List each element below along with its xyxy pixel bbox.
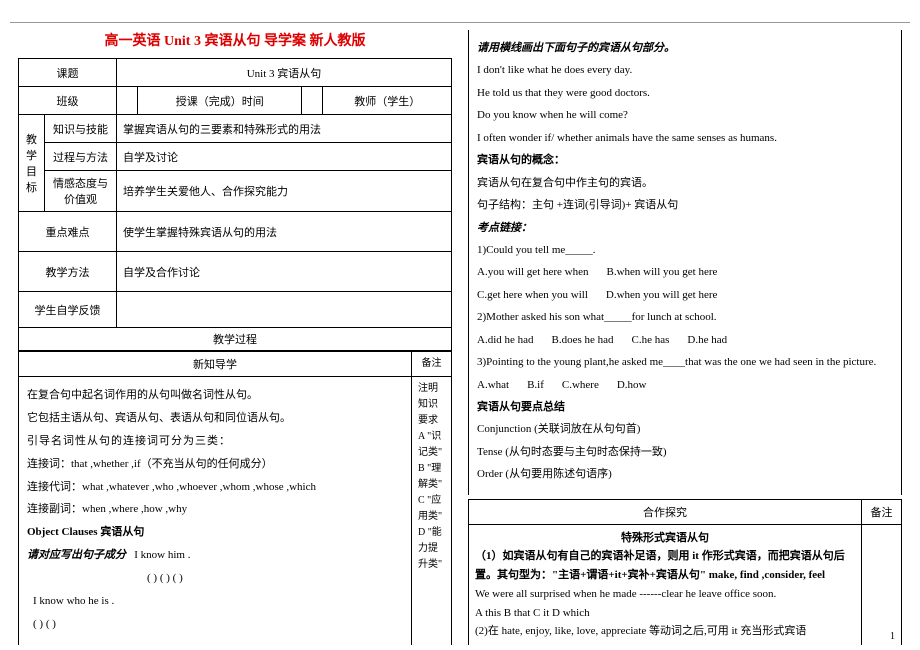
sentence: I know who he is . bbox=[27, 591, 403, 612]
exercise-label: 请对应写出句子成分 bbox=[27, 549, 126, 561]
content-table: 新知导学 备注 在复合句中起名词作用的从句叫做名词性从句。 它包括主语从句、宾语… bbox=[18, 351, 452, 645]
para: 连接副词：when ,where ,how ,why bbox=[27, 499, 403, 520]
time-label: 授课（完成）时间 bbox=[138, 87, 302, 115]
emotion-value: 培养学生关爱他人、合作探究能力 bbox=[117, 171, 452, 212]
special-heading: 特殊形式宾语从句 bbox=[475, 529, 855, 548]
blanks: ( ) ( ) bbox=[27, 614, 403, 635]
note: B "理解类" bbox=[418, 461, 445, 493]
knowledge-value: 掌握宾语从句的三要素和特殊形式的用法 bbox=[117, 115, 452, 143]
question: 3)Pointing to the young plant,he asked m… bbox=[477, 352, 893, 373]
class-label: 班级 bbox=[19, 87, 117, 115]
keypoint-value: 使学生掌握特殊宾语从句的用法 bbox=[117, 212, 452, 252]
concept-heading: 宾语从句的概念： bbox=[477, 150, 893, 171]
note: A "识记类" bbox=[418, 429, 445, 461]
coop-notes: 备注 bbox=[862, 499, 902, 524]
special-example: We were all surprised when he made -----… bbox=[475, 585, 855, 604]
para: 它包括主语从句、宾语从句、表语从句和同位语从句。 bbox=[27, 408, 403, 429]
summary: Conjunction (关联词放在从句句首) bbox=[477, 419, 893, 440]
page-number: 1 bbox=[890, 631, 895, 642]
instruction: 请用横线画出下面句子的宾语从句部分。 bbox=[477, 38, 893, 59]
para: 在复合句中起名词作用的从句叫做名词性从句。 bbox=[27, 385, 403, 406]
teacher-label: 教师（学生） bbox=[323, 87, 452, 115]
link-heading: 考点链接： bbox=[477, 218, 893, 239]
keypoint-label: 重点难点 bbox=[19, 212, 117, 252]
knowledge-label: 知识与技能 bbox=[45, 115, 117, 143]
coop-table: 合作探究 备注 特殊形式宾语从句 （1）如宾语从句有自己的宾语补足语，则用 it… bbox=[468, 499, 902, 645]
example: Do you know when he will come? bbox=[477, 105, 893, 126]
blanks: ( ) ( ) ( ) bbox=[27, 568, 403, 589]
note: 注明知识要求 bbox=[418, 381, 445, 429]
process-label: 过程与方法 bbox=[45, 143, 117, 171]
question: 2)Mother asked his son what_____for lunc… bbox=[477, 307, 893, 328]
goal-label: 教学目标 bbox=[19, 115, 45, 212]
question: 1)Could you tell me_____. bbox=[477, 240, 893, 261]
para: 连接词：that ,whether ,if（不充当从句的任何成分） bbox=[27, 454, 403, 475]
heading: Object Clauses 宾语从句 bbox=[27, 522, 403, 543]
example: I often wonder if/ whether animals have … bbox=[477, 128, 893, 149]
doc-title: 高一英语 Unit 3 宾语从句 导学案 新人教版 bbox=[18, 30, 452, 50]
xinzhi-heading: 新知导学 bbox=[19, 352, 412, 377]
para: 引导名词性从句的连接词可分为三类： bbox=[27, 431, 403, 452]
summary: Tense (从句时态要与主句时态保持一致) bbox=[477, 442, 893, 463]
special-options: A this B that C it D which bbox=[475, 604, 855, 623]
process-heading: 教学过程 bbox=[18, 328, 452, 351]
para: 连接代词：what ,whatever ,who ,whoever ,whom … bbox=[27, 477, 403, 498]
special-rule: （1）如宾语从句有自己的宾语补足语，则用 it 作形式宾语，而把宾语从句后置。其… bbox=[475, 547, 855, 584]
summary: Order (从句要用陈述句语序) bbox=[477, 464, 893, 485]
concept: 宾语从句在复合句中作主句的宾语。 bbox=[477, 173, 893, 194]
example: I don't like what he does every day. bbox=[477, 60, 893, 81]
header-table: 课题 Unit 3 宾语从句 班级 授课（完成）时间 教师（学生） 教学目标 知… bbox=[18, 58, 452, 328]
example: He told us that they were good doctors. bbox=[477, 83, 893, 104]
note: C "应用类" bbox=[418, 493, 445, 525]
note: D "能力提升类" bbox=[418, 525, 445, 573]
concept: 句子结构：主句 +连词(引导词)+ 宾语从句 bbox=[477, 195, 893, 216]
emotion-label: 情感态度与价值观 bbox=[45, 171, 117, 212]
topic-value: Unit 3 宾语从句 bbox=[117, 59, 452, 87]
summary-heading: 宾语从句要点总结 bbox=[477, 397, 893, 418]
reflect-label: 学生自学反馈 bbox=[19, 292, 117, 328]
special-rule: (2)在 hate, enjoy, like, love, appreciate… bbox=[475, 622, 855, 641]
method-value: 自学及合作讨论 bbox=[117, 252, 452, 292]
method-label: 教学方法 bbox=[19, 252, 117, 292]
coop-heading: 合作探究 bbox=[469, 499, 862, 524]
topic-label: 课题 bbox=[19, 59, 117, 87]
process-value: 自学及讨论 bbox=[117, 143, 452, 171]
notes-heading: 备注 bbox=[412, 352, 452, 377]
